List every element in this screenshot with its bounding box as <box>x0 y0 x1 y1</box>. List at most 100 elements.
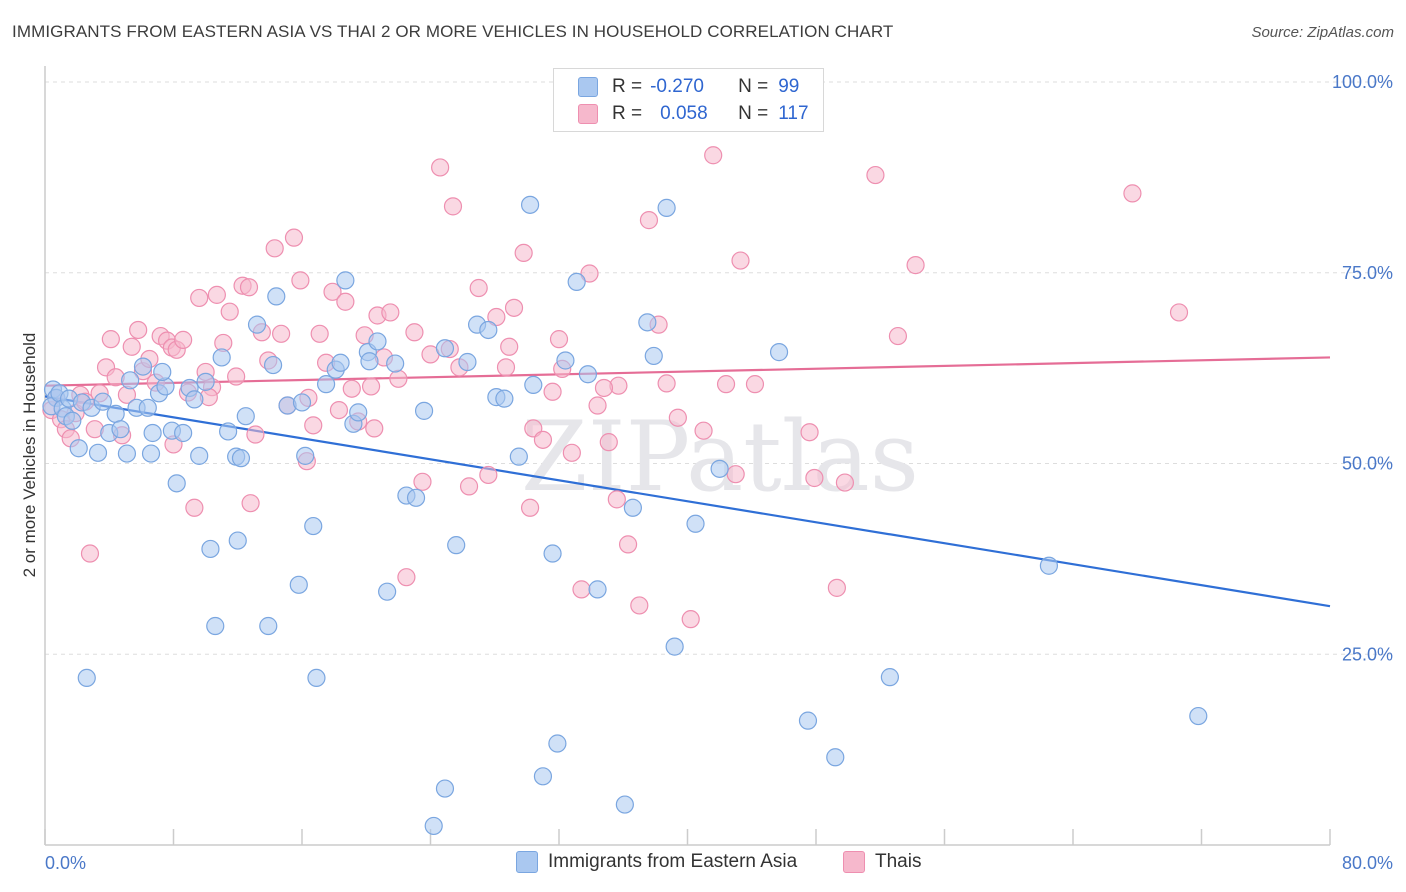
point-thais <box>469 278 488 298</box>
correlation-legend: R = -0.270 N = 99 R = 0.058 N = 117 <box>553 68 824 132</box>
chart-title: IMMIGRANTS FROM EASTERN ASIA VS THAI 2 O… <box>12 22 894 41</box>
point-immigrants <box>479 320 498 340</box>
point-immigrants <box>190 446 209 465</box>
point-immigrants <box>63 411 82 430</box>
point-immigrants <box>111 420 130 439</box>
point-immigrants <box>228 531 247 550</box>
point-thais <box>365 419 384 438</box>
point-thais <box>716 375 736 394</box>
point-thais <box>1123 184 1142 203</box>
point-immigrants <box>386 354 405 373</box>
y-tick-label: 75.0% <box>1342 263 1393 283</box>
point-immigrants <box>458 352 477 372</box>
point-immigrants <box>638 313 657 332</box>
point-thais <box>361 377 381 396</box>
legend-item-label: Thais <box>875 851 922 872</box>
point-immigrants <box>153 362 172 382</box>
point-immigrants <box>424 816 443 836</box>
point-immigrants <box>495 389 514 408</box>
legend-swatch-blue <box>578 77 598 97</box>
legend-row-thais: R = 0.058 N = 117 <box>578 101 809 127</box>
series-legend: Immigrants from Eastern Asia Thais <box>0 851 1406 879</box>
point-immigrants <box>447 536 466 555</box>
point-thais <box>549 330 569 349</box>
point-immigrants <box>509 447 528 466</box>
point-thais <box>562 443 581 462</box>
point-thais <box>190 288 209 308</box>
point-thais <box>657 374 676 393</box>
point-thais <box>413 472 432 491</box>
point-immigrants <box>196 372 215 391</box>
point-thais <box>805 468 824 488</box>
point-thais <box>185 498 204 517</box>
point-thais <box>129 320 148 340</box>
gridlines <box>45 81 1392 655</box>
point-immigrants <box>435 779 455 798</box>
point-thais <box>588 396 607 415</box>
point-immigrants <box>360 352 379 371</box>
point-immigrants <box>133 357 153 376</box>
point-immigrants <box>289 575 308 594</box>
point-thais <box>594 378 614 398</box>
point-immigrants <box>206 616 225 636</box>
point-thais <box>431 158 450 177</box>
point-immigrants <box>304 516 323 536</box>
point-immigrants <box>414 401 434 420</box>
point-immigrants <box>336 271 355 290</box>
point-immigrants <box>106 404 125 424</box>
point-thais <box>668 408 687 427</box>
legend-r-value: 0.058 <box>660 103 708 124</box>
point-thais <box>207 285 226 304</box>
point-thais <box>835 473 855 492</box>
y-tick-label: 25.0% <box>1342 644 1393 664</box>
point-thais <box>906 256 925 275</box>
legend-r-label: R = <box>612 103 643 124</box>
point-immigrants <box>406 488 426 507</box>
y-axis-label: 2 or more Vehicles in Household <box>20 333 39 578</box>
point-immigrants <box>143 423 162 443</box>
point-thais <box>731 251 750 270</box>
point-immigrants <box>588 580 607 599</box>
point-thais <box>827 578 846 597</box>
watermark: ZIPatlas <box>521 401 919 513</box>
point-immigrants <box>174 423 193 443</box>
point-immigrants <box>578 365 598 384</box>
point-thais <box>533 430 553 449</box>
point-thais <box>543 382 562 401</box>
point-thais <box>284 228 304 247</box>
point-immigrants <box>543 544 562 563</box>
point-immigrants <box>292 393 312 412</box>
legend-n-label: N = <box>738 76 769 97</box>
y-tick-label: 50.0% <box>1342 454 1393 474</box>
point-immigrants <box>219 422 238 441</box>
point-immigrants <box>201 539 220 559</box>
legend-swatch-pink <box>843 851 865 873</box>
point-immigrants <box>121 371 140 390</box>
point-thais <box>291 271 310 290</box>
y-tick-label: 100.0% <box>1332 72 1393 92</box>
point-immigrants <box>710 459 729 478</box>
point-immigrants <box>657 198 676 217</box>
legend-item-label: Immigrants from Eastern Asia <box>548 851 798 872</box>
point-thais <box>174 330 193 349</box>
point-immigrants <box>1039 556 1059 575</box>
point-immigrants <box>236 407 255 426</box>
point-thais <box>246 425 265 444</box>
point-immigrants <box>435 339 455 358</box>
point-thais <box>681 610 700 629</box>
point-thais <box>514 243 533 263</box>
point-thais <box>241 494 260 513</box>
point-immigrants <box>88 443 108 462</box>
x-tick-label: 0.0% <box>45 853 86 873</box>
legend-n-value: 99 <box>778 76 800 97</box>
point-thais <box>496 358 516 377</box>
point-immigrants <box>686 514 705 533</box>
point-immigrants <box>141 444 161 463</box>
point-thais <box>888 326 908 346</box>
point-thais <box>487 307 506 327</box>
data-points <box>42 146 1208 836</box>
point-immigrants <box>212 348 231 367</box>
point-immigrants <box>1189 706 1208 726</box>
point-thais <box>101 330 120 349</box>
